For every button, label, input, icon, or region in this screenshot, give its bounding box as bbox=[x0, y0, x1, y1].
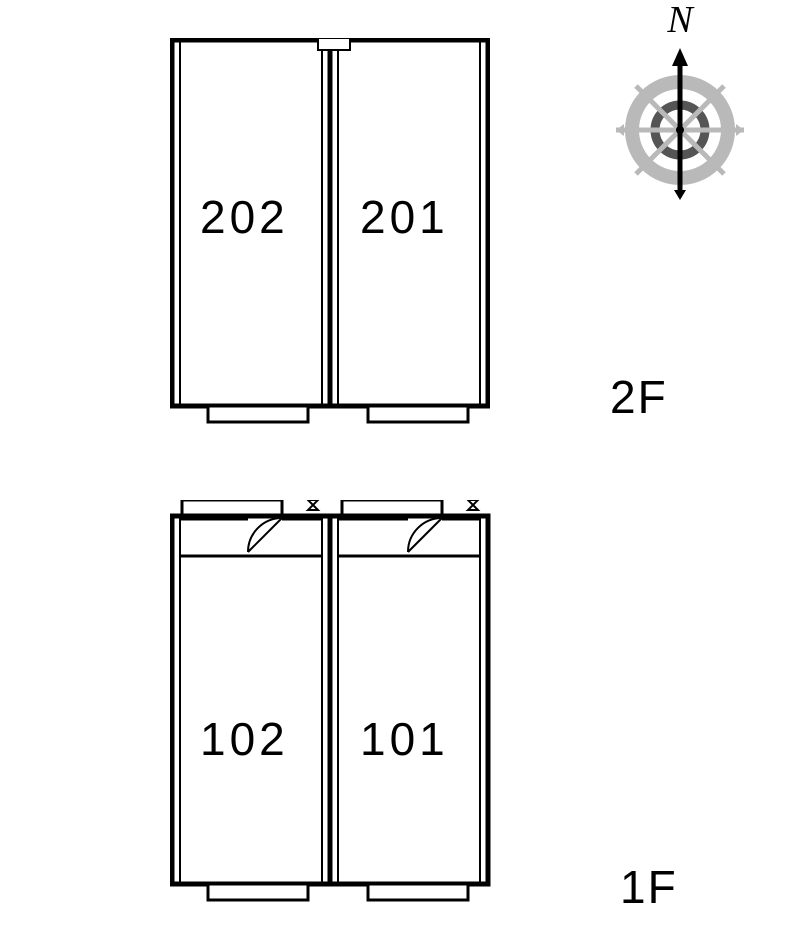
room-201-label: 201 bbox=[360, 190, 449, 244]
floor-1-plan bbox=[170, 500, 510, 920]
floor-1-label: 1F bbox=[620, 860, 678, 914]
svg-text:N: N bbox=[666, 4, 695, 41]
room-202-label: 202 bbox=[200, 190, 289, 244]
floor-2-label: 2F bbox=[610, 370, 668, 424]
room-102-label: 102 bbox=[200, 712, 289, 766]
compass-icon: N bbox=[590, 4, 770, 224]
room-101-label: 101 bbox=[360, 712, 449, 766]
